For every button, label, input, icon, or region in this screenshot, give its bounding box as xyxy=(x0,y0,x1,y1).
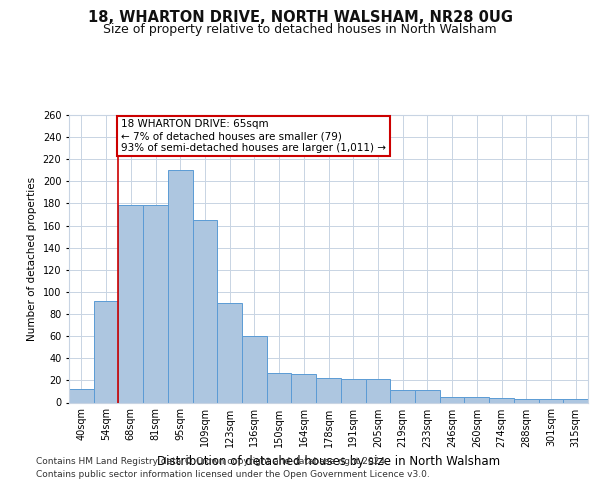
Bar xyxy=(168,170,193,402)
Bar xyxy=(242,336,267,402)
Bar xyxy=(118,204,143,402)
Text: Contains public sector information licensed under the Open Government Licence v3: Contains public sector information licen… xyxy=(36,470,430,479)
Bar xyxy=(440,397,464,402)
Bar xyxy=(69,389,94,402)
Text: Contains HM Land Registry data © Crown copyright and database right 2024.: Contains HM Land Registry data © Crown c… xyxy=(36,458,388,466)
Bar xyxy=(390,390,415,402)
Bar xyxy=(563,399,588,402)
Bar xyxy=(217,303,242,402)
Text: Size of property relative to detached houses in North Walsham: Size of property relative to detached ho… xyxy=(103,22,497,36)
Y-axis label: Number of detached properties: Number of detached properties xyxy=(27,176,37,341)
Bar xyxy=(489,398,514,402)
Bar xyxy=(464,397,489,402)
Bar xyxy=(292,374,316,402)
Bar xyxy=(415,390,440,402)
Bar xyxy=(341,380,365,402)
Bar xyxy=(539,399,563,402)
Bar xyxy=(267,372,292,402)
Text: 18 WHARTON DRIVE: 65sqm
← 7% of detached houses are smaller (79)
93% of semi-det: 18 WHARTON DRIVE: 65sqm ← 7% of detached… xyxy=(121,120,386,152)
Bar xyxy=(316,378,341,402)
Bar xyxy=(193,220,217,402)
Bar xyxy=(143,204,168,402)
Bar xyxy=(365,380,390,402)
X-axis label: Distribution of detached houses by size in North Walsham: Distribution of detached houses by size … xyxy=(157,455,500,468)
Text: 18, WHARTON DRIVE, NORTH WALSHAM, NR28 0UG: 18, WHARTON DRIVE, NORTH WALSHAM, NR28 0… xyxy=(88,10,512,25)
Bar xyxy=(514,399,539,402)
Bar xyxy=(94,301,118,402)
